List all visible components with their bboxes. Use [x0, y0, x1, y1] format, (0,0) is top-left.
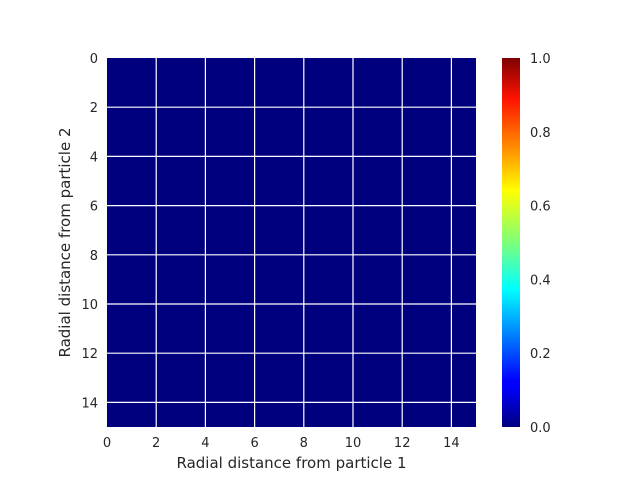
x-axis-label: Radial distance from particle 1: [177, 454, 407, 472]
y-tick-label: 4: [90, 150, 98, 165]
x-tick-label: 10: [345, 436, 362, 451]
y-tick-label: 6: [90, 200, 98, 215]
colorbar-tick-label: 0.0: [530, 421, 551, 436]
x-tick-label: 2: [152, 436, 160, 451]
y-tick-label: 14: [81, 396, 98, 411]
x-tick-label: 4: [201, 436, 209, 451]
colorbar: 0.0 0.2 0.4 0.6 0.8 1.0: [502, 52, 551, 436]
x-tick-label: 14: [443, 436, 460, 451]
y-tick-label: 2: [90, 101, 98, 116]
colorbar-gradient: [502, 58, 520, 427]
colorbar-ticks: 0.0 0.2 0.4 0.6 0.8 1.0: [530, 52, 551, 436]
colorbar-tick-label: 0.6: [530, 200, 551, 215]
y-tick-label: 8: [90, 249, 98, 264]
colorbar-tick-label: 0.4: [530, 273, 551, 288]
x-tick-label: 0: [103, 436, 111, 451]
x-tick-label: 8: [300, 436, 308, 451]
y-tick-label: 12: [81, 347, 98, 362]
x-tick-label: 6: [250, 436, 258, 451]
y-tick-label: 10: [81, 298, 98, 313]
colorbar-tick-label: 1.0: [530, 52, 551, 67]
y-axis-label: Radial distance from particle 2: [56, 128, 74, 358]
colorbar-tick-label: 0.2: [530, 347, 551, 362]
heatmap-cells: [107, 58, 476, 427]
y-axis-ticks: 0 2 4 6 8 10 12 14: [81, 52, 98, 411]
heatmap-plot-area: [107, 58, 476, 427]
x-tick-label: 12: [394, 436, 411, 451]
x-axis-ticks: 0 2 4 6 8 10 12 14: [103, 436, 460, 451]
colorbar-tick-label: 0.8: [530, 126, 551, 141]
y-tick-label: 0: [90, 52, 98, 67]
grid-lines: [107, 58, 476, 427]
